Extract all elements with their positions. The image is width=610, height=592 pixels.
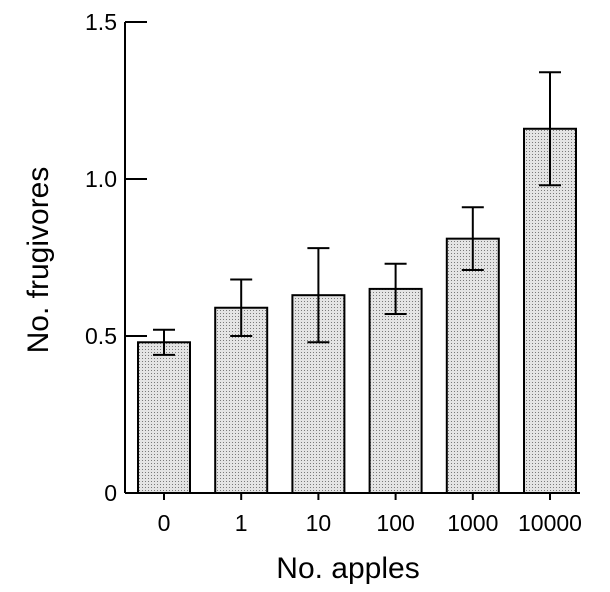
y-tick-label: 1.5 <box>85 9 117 35</box>
labels: No. apples No. frugivores <box>22 167 420 585</box>
x-tick-label: 1000 <box>447 510 498 536</box>
y-tick-label: 0.5 <box>85 323 117 349</box>
x-tick-label: 10 <box>306 510 332 536</box>
bar <box>368 287 423 494</box>
x-tick-label: 0 <box>158 510 171 536</box>
y-tick-label: 0 <box>104 480 117 506</box>
bar <box>445 237 500 494</box>
x-axis-label: No. apples <box>276 552 419 585</box>
y-tick-label: 1.0 <box>85 166 117 192</box>
bar <box>137 341 191 494</box>
axes: 0 0.5 1.0 1.5 0 1 10 100 1000 10000 <box>85 9 582 536</box>
bar <box>523 127 577 494</box>
x-tick-label: 100 <box>376 510 414 536</box>
bars <box>137 71 577 494</box>
x-tick-label: 1 <box>235 510 248 536</box>
y-axis-label: No. frugivores <box>22 167 55 354</box>
x-tick-label: 10000 <box>518 510 582 536</box>
